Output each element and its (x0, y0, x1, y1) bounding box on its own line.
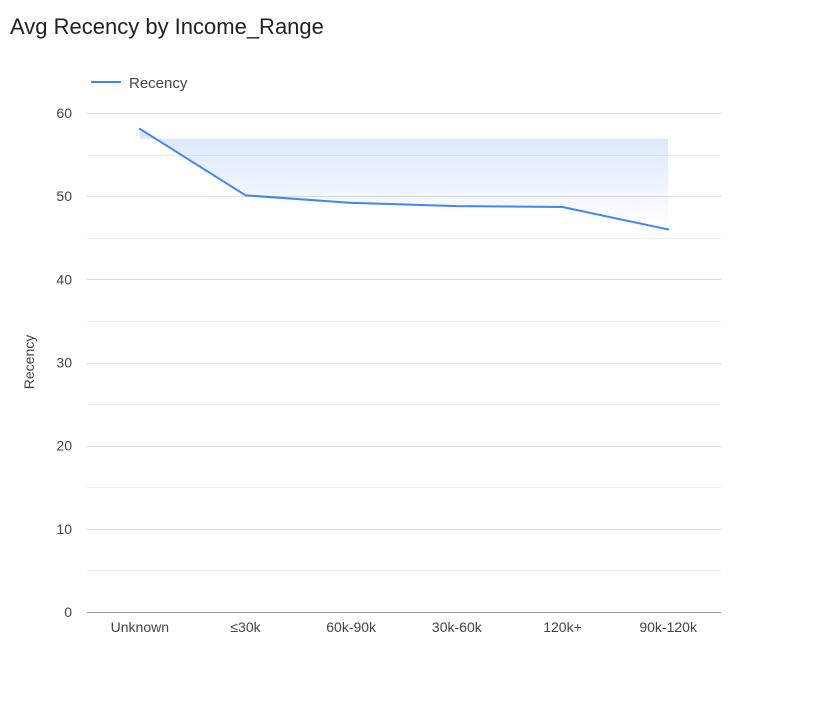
y-tick-label: 40 (56, 271, 72, 287)
data-point-2[interactable] (347, 199, 355, 207)
y-tick-label: 30 (56, 355, 72, 371)
data-point-3[interactable] (453, 202, 461, 210)
x-tick-label: Unknown (111, 619, 169, 635)
x-tick-label: 120k+ (543, 619, 582, 635)
legend-label-recency: Recency (129, 75, 188, 92)
x-tick-label: 90k-120k (639, 619, 698, 635)
data-point-1[interactable] (242, 191, 250, 199)
y-tick-label: 50 (56, 188, 72, 204)
x-tick-label: 60k-90k (326, 619, 377, 635)
x-tick-label: 30k-60k (432, 619, 483, 635)
series-line-recency[interactable] (138, 127, 670, 231)
series-line-layer (136, 125, 672, 233)
y-tick-label: 20 (56, 438, 72, 454)
x-tick-label: ≤30k (230, 619, 261, 635)
data-point-5[interactable] (664, 225, 672, 233)
y-tick-label: 0 (64, 604, 72, 620)
series-area-recency (139, 128, 669, 230)
y-axis-ticks: 0 10 20 30 40 50 60 (56, 105, 72, 620)
chart-title: Avg Recency by Income_Range (10, 14, 324, 39)
y-tick-label: 60 (56, 105, 72, 121)
x-axis-ticks: Unknown ≤30k 60k-90k 30k-60k 120k+ 90k-120k (111, 619, 698, 635)
data-point-0[interactable] (136, 125, 144, 133)
legend[interactable]: Recency (91, 75, 188, 92)
y-tick-label: 10 (56, 521, 72, 537)
y-axis-title: Recency (21, 335, 37, 389)
area-fill-layer (139, 128, 669, 230)
data-point-4[interactable] (559, 203, 567, 211)
